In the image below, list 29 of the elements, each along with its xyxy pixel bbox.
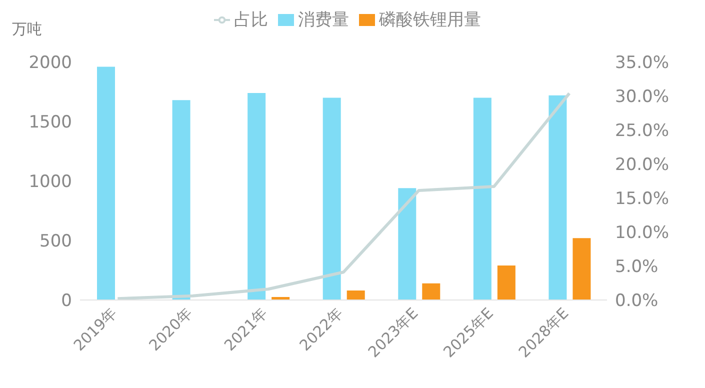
bar xyxy=(346,290,365,300)
legend-label: 磷酸铁锂用量 xyxy=(379,10,481,30)
y2-tick-label: 10.0% xyxy=(615,223,670,244)
y2-tick-label: 30.0% xyxy=(615,87,670,108)
y-tick-label: 1500 xyxy=(28,112,72,133)
y-tick-label: 0 xyxy=(61,291,72,312)
y2-tick-label: 0.0% xyxy=(615,291,658,312)
bar xyxy=(248,92,266,300)
bar xyxy=(548,95,567,300)
y2-tick-label: 35.0% xyxy=(615,53,670,74)
y2-tick-label: 15.0% xyxy=(615,189,670,210)
y-tick-label: 2000 xyxy=(28,53,72,74)
y2-tick-label: 5.0% xyxy=(615,257,658,278)
bar xyxy=(322,98,341,300)
y2-tick-label: 20.0% xyxy=(615,155,670,176)
y-tick-label: 1000 xyxy=(28,172,72,192)
bar xyxy=(497,265,516,300)
bar xyxy=(172,100,190,300)
legend-label: 消费量 xyxy=(298,10,349,30)
bar xyxy=(422,283,440,300)
bar xyxy=(572,238,591,300)
bar xyxy=(473,98,492,300)
y-axis-title: 万吨 xyxy=(12,20,42,39)
y2-tick-label: 25.0% xyxy=(615,121,670,142)
line-series xyxy=(116,92,571,300)
legend-label: 占比 xyxy=(234,10,268,30)
y-tick-label: 500 xyxy=(40,232,72,252)
bar xyxy=(97,66,115,300)
bar xyxy=(398,188,416,300)
